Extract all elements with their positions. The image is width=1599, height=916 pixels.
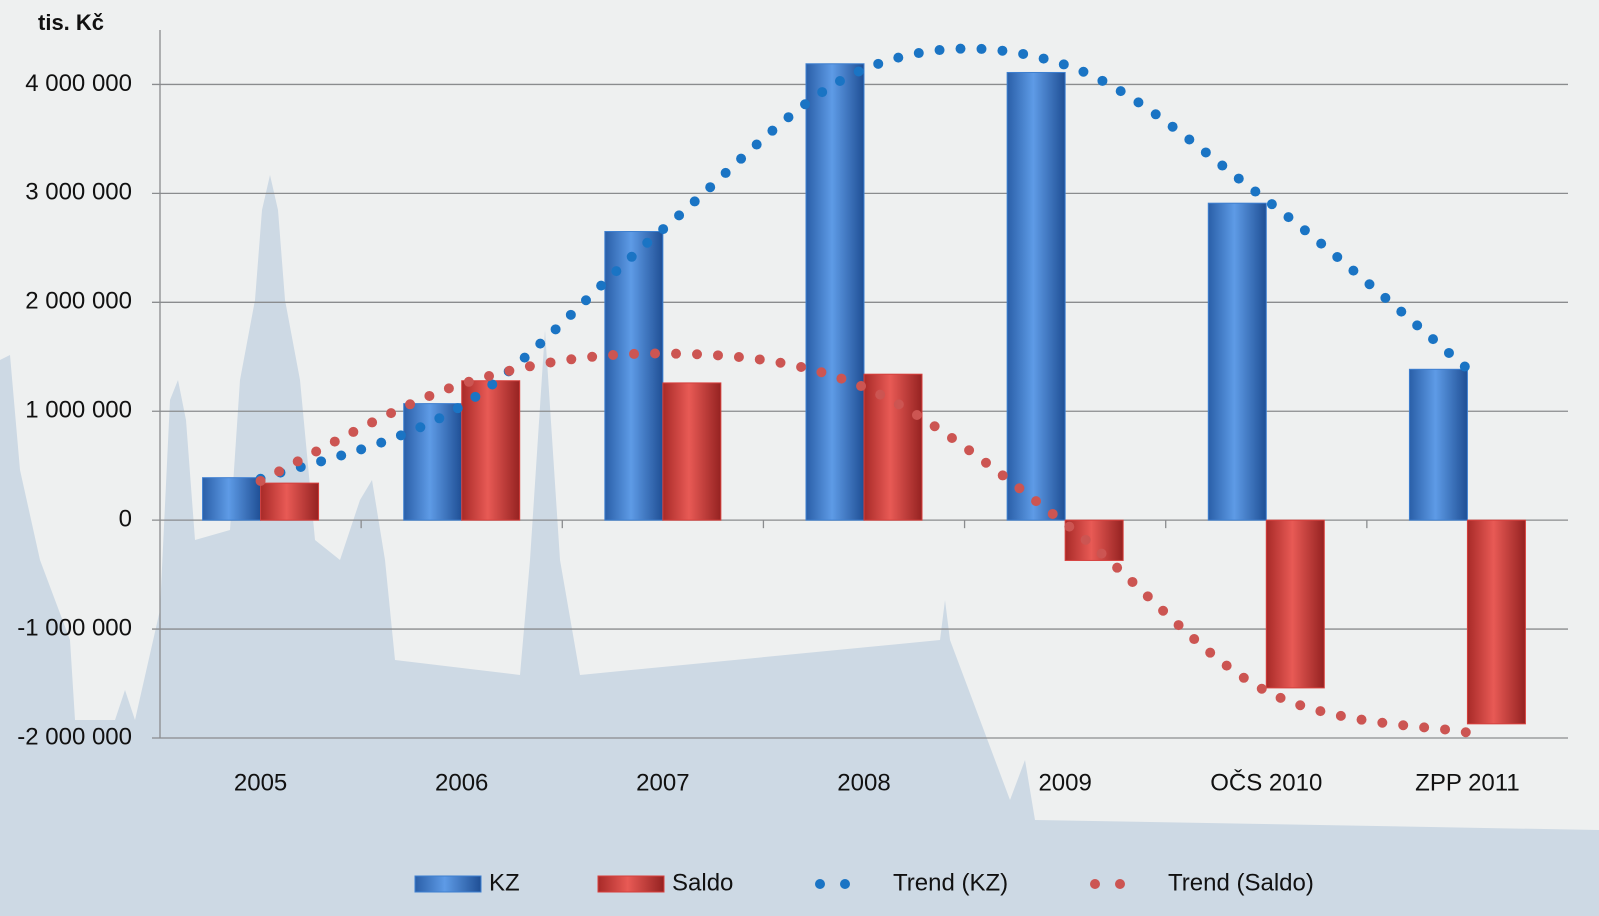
bar bbox=[1208, 203, 1266, 520]
legend-swatch bbox=[598, 876, 664, 892]
y-axis-label: tis. Kč bbox=[38, 10, 104, 35]
bar bbox=[1467, 520, 1525, 724]
legend-label: KZ bbox=[489, 869, 520, 896]
legend-swatch bbox=[415, 876, 481, 892]
bar bbox=[864, 374, 922, 520]
legend-label: Trend (Saldo) bbox=[1168, 869, 1314, 896]
legend-label: Trend (KZ) bbox=[893, 869, 1008, 896]
bar bbox=[462, 381, 520, 520]
y-tick-label: 3 000 000 bbox=[25, 179, 132, 206]
x-tick-label: 2008 bbox=[837, 769, 890, 796]
bar bbox=[806, 64, 864, 520]
bar bbox=[663, 383, 721, 520]
legend-label: Saldo bbox=[672, 869, 733, 896]
bar bbox=[1266, 520, 1324, 688]
y-tick-label: 0 bbox=[119, 505, 132, 532]
x-tick-label: OČS 2010 bbox=[1210, 768, 1322, 796]
x-tick-label: 2005 bbox=[234, 769, 287, 796]
x-tick-label: 2007 bbox=[636, 769, 689, 796]
y-tick-label: 2 000 000 bbox=[25, 288, 132, 315]
bar bbox=[203, 478, 261, 520]
x-tick-label: 2006 bbox=[435, 769, 488, 796]
y-tick-label: -2 000 000 bbox=[17, 723, 132, 750]
x-tick-label: 2009 bbox=[1038, 769, 1091, 796]
y-tick-label: -1 000 000 bbox=[17, 614, 132, 641]
chart: tis. Kč -2 000 000 -1 000 000 0 1 000 000 2 … bbox=[0, 0, 1599, 916]
bar bbox=[404, 404, 462, 521]
bar bbox=[261, 483, 319, 520]
bar bbox=[1007, 72, 1065, 520]
y-tick-label: 4 000 000 bbox=[25, 70, 132, 97]
page: tis. Kč -2 000 000 -1 000 000 0 1 000 000 2 … bbox=[0, 0, 1599, 916]
bar bbox=[1409, 369, 1467, 520]
x-tick-label: ZPP 2011 bbox=[1415, 769, 1520, 796]
y-tick-label: 1 000 000 bbox=[25, 397, 132, 424]
